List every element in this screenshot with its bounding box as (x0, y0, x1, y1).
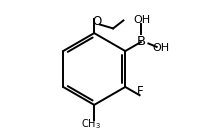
Text: OH: OH (133, 15, 150, 25)
Text: CH$_3$: CH$_3$ (81, 117, 101, 131)
Text: O: O (92, 15, 102, 28)
Text: OH: OH (153, 43, 170, 53)
Text: F: F (137, 85, 144, 98)
Text: B: B (137, 35, 146, 48)
